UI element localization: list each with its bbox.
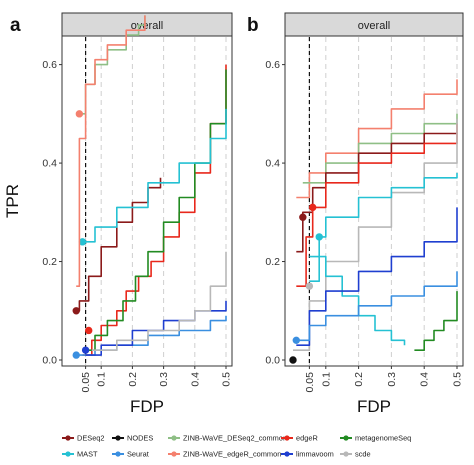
panel-b: b overall 0.00.20.40.6 0.05 0.1 0.2 0.3 0.4 0… bbox=[247, 12, 464, 416]
legend-swatch-dot bbox=[171, 451, 177, 457]
panel-b-marker-mast-5 bbox=[315, 233, 323, 241]
legend-swatch-dot bbox=[343, 435, 349, 441]
panel-b-ytick-label-0: 0.0 bbox=[265, 355, 280, 367]
legend-swatch-dot bbox=[115, 451, 121, 457]
panel-b-series bbox=[289, 79, 458, 364]
panel-a-xtick-label-1: 0.1 bbox=[96, 372, 108, 387]
panel-b-series-limmavoom-7 bbox=[296, 207, 458, 346]
legend-label: MAST bbox=[77, 450, 98, 459]
panel-a-xtick-label-3: 0.3 bbox=[158, 372, 170, 387]
panel-b-series-edger-3 bbox=[296, 123, 458, 287]
panel-a-x-axis: 0.05 0.1 0.2 0.3 0.4 0.5 bbox=[80, 366, 233, 393]
legend-item-limmavoom: limmavoom bbox=[281, 450, 334, 459]
legend-label: edgeR bbox=[296, 434, 318, 443]
panel-b-xtick-label-3: 0.3 bbox=[386, 372, 398, 387]
legend-label: Seurat bbox=[127, 450, 149, 459]
panel-b-series-scde-4 bbox=[293, 118, 458, 351]
panel-a-series-edger-1 bbox=[82, 64, 227, 356]
legend-swatch-dot bbox=[65, 435, 71, 441]
panel-a: a overall 0.00.20.40.6 0.05 0.1 0.2 0.3 0.4 0… bbox=[3, 12, 233, 416]
panel-b-marker-deseq2-2 bbox=[299, 213, 307, 221]
panel-a-plot-area bbox=[61, 35, 233, 367]
panel-b-strip-title: overall bbox=[358, 20, 390, 32]
legend-item-scde: scde bbox=[340, 450, 371, 459]
panel-a-ytick-label-3: 0.6 bbox=[42, 59, 57, 71]
panel-b-series-deseq2-2 bbox=[296, 132, 457, 253]
legend-label: NODES bbox=[127, 434, 153, 443]
legend-label: DESeq2 bbox=[77, 434, 105, 443]
panel-b-xtick-label-1: 0.1 bbox=[320, 372, 332, 387]
panel-b-ytick-label-3: 0.6 bbox=[265, 59, 280, 71]
panel-b-xtick-label-2: 0.2 bbox=[353, 372, 365, 387]
legend-label: limmavoom bbox=[296, 450, 334, 459]
panel-a-y-axis-title: TPR bbox=[3, 184, 22, 218]
legend-label: scde bbox=[355, 450, 371, 459]
panel-b-xtick-label-0: 0.05 bbox=[304, 372, 316, 393]
panel-b-xtick-label-5: 0.5 bbox=[452, 372, 464, 387]
panel-a-xtick-label-4: 0.4 bbox=[189, 372, 201, 387]
panel-b-letter: b bbox=[247, 15, 259, 36]
legend-item-deseq2: DESeq2 bbox=[62, 434, 105, 443]
panel-a-ytick-label-2: 0.4 bbox=[42, 158, 57, 170]
panel-b-marker-seurat-8 bbox=[292, 336, 300, 345]
panel-a-marker-mast-3 bbox=[78, 238, 87, 246]
panel-a-xtick-label-5: 0.5 bbox=[221, 372, 233, 387]
panel-b-x-axis-title: FDP bbox=[357, 397, 391, 416]
legend-item-metagenomeseq: metagenomeSeq bbox=[340, 434, 411, 443]
legend-swatch-dot bbox=[171, 435, 177, 441]
legend-label: metagenomeSeq bbox=[355, 434, 411, 443]
panel-b-series-metagenomeseq-9 bbox=[414, 291, 458, 351]
legend-label: ZINB-WaVE_DESeq2_common bbox=[183, 434, 287, 443]
panel-b-marker-edger-3 bbox=[308, 203, 317, 212]
panel-b-series-seurat-8 bbox=[296, 271, 458, 342]
panel-a-marker-edger-1 bbox=[85, 326, 93, 335]
legend-label: ZINB-WaVE_edgeR_common bbox=[183, 450, 281, 459]
panel-a-y-axis: 0.0 0.2 0.4 0.6 bbox=[42, 59, 62, 367]
panel-a-series-scde-8 bbox=[91, 251, 227, 351]
legend-swatch-dot bbox=[343, 451, 349, 457]
panel-a-letter: a bbox=[10, 15, 21, 36]
panel-b-ytick-label-2: 0.4 bbox=[265, 158, 280, 170]
panel-a-series-mast-3 bbox=[82, 108, 227, 243]
legend-swatch-dot bbox=[284, 451, 290, 457]
panel-a-ytick-label-0: 0.0 bbox=[42, 355, 57, 367]
panel-a-ytick-label-1: 0.2 bbox=[42, 256, 57, 268]
legend-item-nodes: NODES bbox=[112, 434, 153, 443]
panel-a-marker-limmavoom-7 bbox=[81, 346, 90, 354]
legend-swatch-dot bbox=[115, 435, 121, 441]
panel-a-xtick-label-0: 0.05 bbox=[80, 372, 92, 393]
panel-a-x-axis-title: FDP bbox=[130, 397, 164, 416]
legend-swatch-dot bbox=[284, 435, 290, 441]
panel-a-series-zinb-wave-edger-common-5 bbox=[76, 15, 146, 287]
legend-item-zinb-wave-edger-common: ZINB-WaVE_edgeR_common bbox=[168, 450, 281, 459]
panel-a-marker-zinb-wave-edger-common-5 bbox=[75, 110, 84, 118]
panel-a-marker-deseq2-0 bbox=[72, 307, 80, 315]
panel-b-series-zinb-wave-edger-common-0 bbox=[296, 79, 458, 199]
legend-item-zinb-wave-deseq2-common: ZINB-WaVE_DESeq2_common bbox=[168, 434, 287, 443]
panel-a-xtick-label-2: 0.2 bbox=[127, 372, 139, 387]
panel-b-marker-scde-4 bbox=[305, 282, 314, 290]
panel-b-marker-nodes-10 bbox=[289, 356, 297, 364]
panel-b-xtick-label-4: 0.4 bbox=[419, 372, 431, 387]
legend: DESeq2 NODES ZINB-WaVE_DESeq2_common edgeR m… bbox=[62, 434, 411, 459]
panel-b-y-axis: 0.0 0.2 0.4 0.6 bbox=[265, 59, 285, 367]
panel-b-ytick-label-1: 0.2 bbox=[265, 256, 280, 268]
panel-a-marker-seurat-6 bbox=[72, 351, 80, 359]
legend-item-seurat: Seurat bbox=[112, 450, 149, 459]
panel-b-x-axis: 0.05 0.1 0.2 0.3 0.4 0.5 bbox=[304, 366, 464, 392]
legend-item-mast: MAST bbox=[62, 450, 98, 459]
panel-a-series bbox=[72, 15, 227, 359]
legend-swatch-dot bbox=[65, 451, 71, 457]
legend-item-edger: edgeR bbox=[281, 434, 318, 443]
